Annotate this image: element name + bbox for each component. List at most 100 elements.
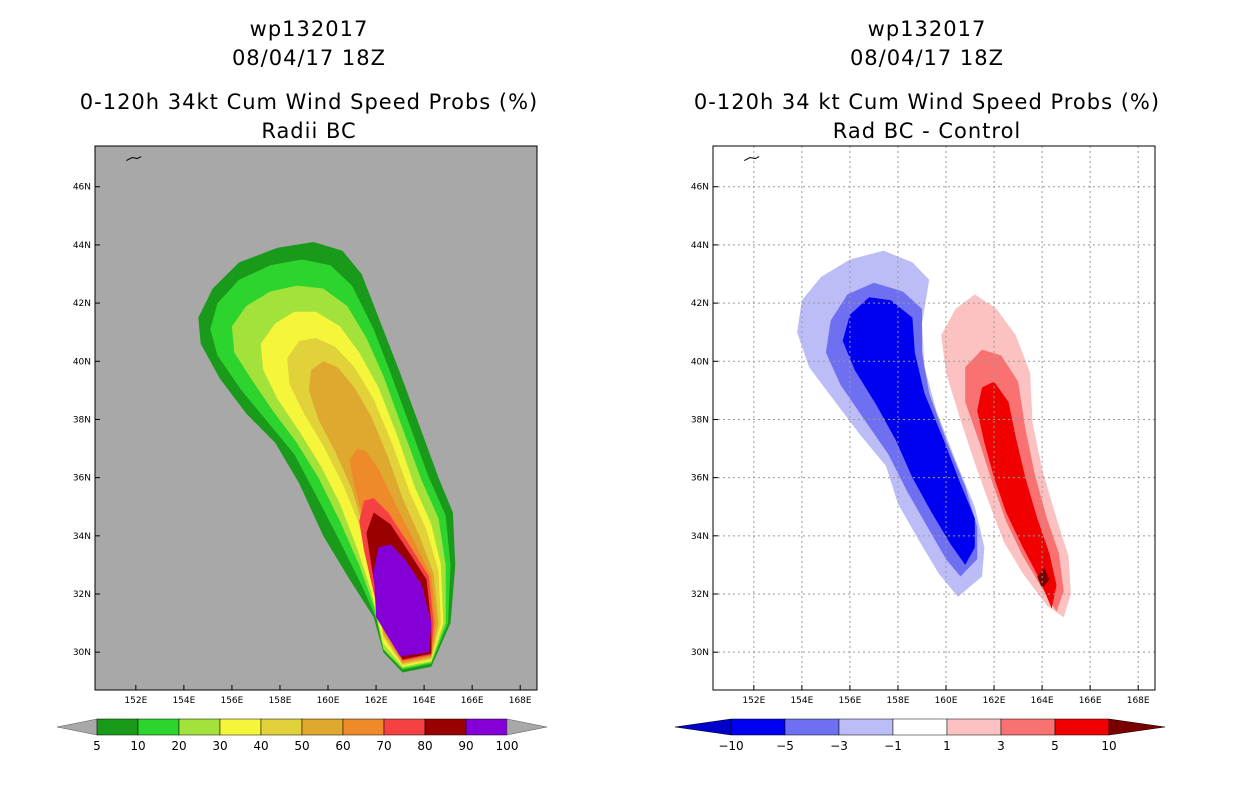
colorbar-arrow-low <box>56 718 98 736</box>
colorbar-swatch <box>219 718 262 736</box>
contour-90 <box>373 544 432 657</box>
coastline-island <box>126 156 142 161</box>
colorbar-label: −1 <box>884 739 902 753</box>
colorbar-label: 20 <box>171 739 186 753</box>
y-tick-label: 38N <box>73 415 91 425</box>
chart-title-storm-id: wp132017 <box>867 17 987 41</box>
chart-panel-rad-bc-minus-control: wp132017 08/04/17 18Z 0-120h 34 kt Cum W… <box>618 0 1236 800</box>
colorbar-label: 10 <box>1101 739 1116 753</box>
colorbar-label: −5 <box>776 739 794 753</box>
y-tick-label: 40N <box>73 357 91 367</box>
colorbar-swatch <box>260 718 303 736</box>
x-tick-label: 152E <box>742 696 765 706</box>
plot-frame <box>94 145 538 691</box>
colorbar-label: −10 <box>718 739 743 753</box>
y-tick-label: 34N <box>691 532 709 542</box>
colorbar-arrow-high <box>1108 718 1166 736</box>
contour-neg5 <box>842 297 975 565</box>
colorbar-label: 5 <box>1051 739 1059 753</box>
x-tick-label: 160E <box>935 696 958 706</box>
y-tick-label: 30N <box>73 648 91 658</box>
y-tick-label: 30N <box>691 648 709 658</box>
colorbar-swatch <box>892 718 948 736</box>
x-tick-label: 158E <box>887 696 910 706</box>
contour-5 <box>977 381 1057 609</box>
y-tick-label: 44N <box>73 241 91 251</box>
y-tick-label: 40N <box>691 357 709 367</box>
colorbar-swatch <box>730 718 786 736</box>
colorbar-swatch <box>838 718 894 736</box>
colorbar-swatch <box>96 718 139 736</box>
x-tick-label: 152E <box>124 696 147 706</box>
x-tick-label: 158E <box>269 696 292 706</box>
colorbar-label: 90 <box>458 739 473 753</box>
x-tick-label: 166E <box>461 696 484 706</box>
x-tick-label: 154E <box>790 696 813 706</box>
y-tick-label: 34N <box>73 532 91 542</box>
colorbar-label: 1 <box>943 739 951 753</box>
colorbar-swatch <box>946 718 1002 736</box>
colorbar-radii-bc: 5 10 20 30 40 50 60 70 80 90 100 <box>56 718 548 753</box>
colorbar-label: 60 <box>335 739 350 753</box>
colorbar-swatch <box>784 718 840 736</box>
colorbar-swatch <box>301 718 344 736</box>
y-tick-label: 42N <box>73 299 91 309</box>
colorbar-arrow-high <box>506 718 548 736</box>
chart-title-experiment: Radii BC <box>261 119 357 143</box>
y-tick-label: 32N <box>691 590 709 600</box>
chart-title-storm-id: wp132017 <box>249 17 369 41</box>
x-tick-label: 162E <box>983 696 1006 706</box>
y-tick-label: 44N <box>691 241 709 251</box>
colorbar-label: 70 <box>376 739 391 753</box>
plot-frame <box>712 145 1156 691</box>
colorbar-swatch <box>465 718 508 736</box>
contour-group <box>797 250 1071 618</box>
x-tick-label: 164E <box>413 696 436 706</box>
colorbar-label: 80 <box>417 739 432 753</box>
colorbar-label: 3 <box>997 739 1005 753</box>
colorbar-label: 100 <box>496 739 519 753</box>
chart-title-date: 08/04/17 18Z <box>231 46 387 70</box>
chart-title-product: 0-120h 34kt Cum Wind Speed Probs (%) <box>79 90 539 114</box>
colorbar-arrow-low <box>674 718 732 736</box>
colorbar-swatch <box>1054 718 1110 736</box>
map-plot-rad-bc-minus-control: 152E 154E 156E 158E 160E 162E 164E 166E 168E 30N 3… <box>691 145 1156 706</box>
colorbar-swatch <box>424 718 467 736</box>
x-tick-label: 168E <box>509 696 532 706</box>
x-tick-label: 166E <box>1079 696 1102 706</box>
colorbar-label: 40 <box>253 739 268 753</box>
colorbar-label: 5 <box>93 739 101 753</box>
contour-10 <box>1037 567 1050 589</box>
x-tick-label: 162E <box>365 696 388 706</box>
chart-title-product: 0-120h 34 kt Cum Wind Speed Probs (%) <box>693 90 1161 114</box>
x-tick-label: 156E <box>838 696 861 706</box>
colorbar-swatch <box>383 718 426 736</box>
x-tick-label: 164E <box>1031 696 1054 706</box>
colorbar-rad-bc-minus-control: −10 −5 −3 −1 1 3 5 10 <box>674 718 1166 753</box>
colorbar-swatch <box>178 718 221 736</box>
colorbar-swatch <box>342 718 385 736</box>
x-tick-label: 160E <box>317 696 340 706</box>
colorbar-label: 50 <box>294 739 309 753</box>
y-tick-label: 46N <box>691 183 709 193</box>
x-tick-label: 154E <box>172 696 195 706</box>
coastline-island <box>744 156 760 161</box>
y-tick-label: 42N <box>691 299 709 309</box>
chart-title-date: 08/04/17 18Z <box>849 46 1005 70</box>
colorbar-label: 10 <box>130 739 145 753</box>
map-plot-radii-bc: 152E 154E 156E 158E 160E 162E 164E 166E 168E 30N 3… <box>73 145 538 706</box>
x-tick-label: 168E <box>1127 696 1150 706</box>
chart-title-experiment: Rad BC - Control <box>832 119 1022 143</box>
y-tick-label: 36N <box>73 474 91 484</box>
colorbar-swatch <box>137 718 180 736</box>
y-tick-label: 38N <box>691 415 709 425</box>
y-tick-label: 32N <box>73 590 91 600</box>
x-tick-label: 156E <box>220 696 243 706</box>
colorbar-label: −3 <box>830 739 848 753</box>
colorbar-label: 30 <box>212 739 227 753</box>
contour-group <box>198 242 456 673</box>
y-tick-label: 46N <box>73 183 91 193</box>
chart-panel-radii-bc: wp132017 08/04/17 18Z 0-120h 34kt Cum Wi… <box>56 17 548 753</box>
y-tick-label: 36N <box>691 474 709 484</box>
colorbar-swatch <box>1000 718 1056 736</box>
